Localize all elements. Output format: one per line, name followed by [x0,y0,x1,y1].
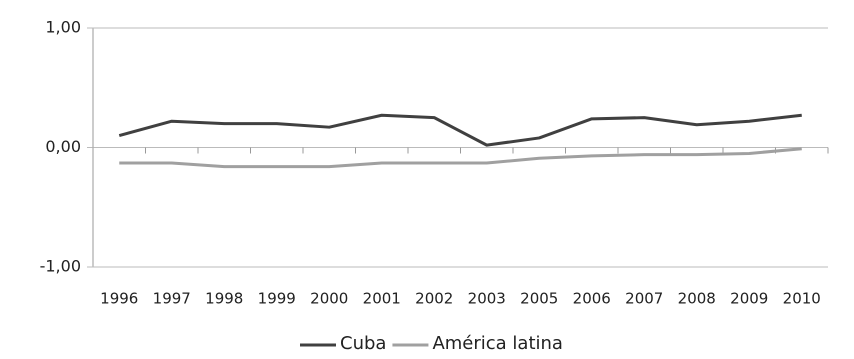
x-tick-label: 2001 [363,290,401,308]
x-tick-label: 2009 [730,290,768,308]
x-tick-label: 2010 [783,290,821,308]
y-tick-label: 1,00 [45,18,81,37]
x-tick-label: 2003 [468,290,506,308]
y-tick-label: 0,00 [45,137,81,156]
x-tick-label: 2006 [573,290,611,308]
legend-label: Cuba [340,333,386,354]
x-tick-label: 2000 [310,290,348,308]
x-tick-label: 2005 [520,290,558,308]
x-tick-label: 1997 [153,290,191,308]
x-tick-label: 2008 [678,290,716,308]
x-tick-label: 1999 [258,290,296,308]
data-line [119,147,802,169]
data-line [118,113,802,147]
x-tick-label: 1998 [205,290,243,308]
y-tick-label: -1,00 [40,257,81,276]
x-tick-label: 1996 [100,290,138,308]
x-tick-label: 2002 [415,290,453,308]
legend-label: América latina [432,333,563,354]
x-tick-label: 2007 [625,290,663,308]
